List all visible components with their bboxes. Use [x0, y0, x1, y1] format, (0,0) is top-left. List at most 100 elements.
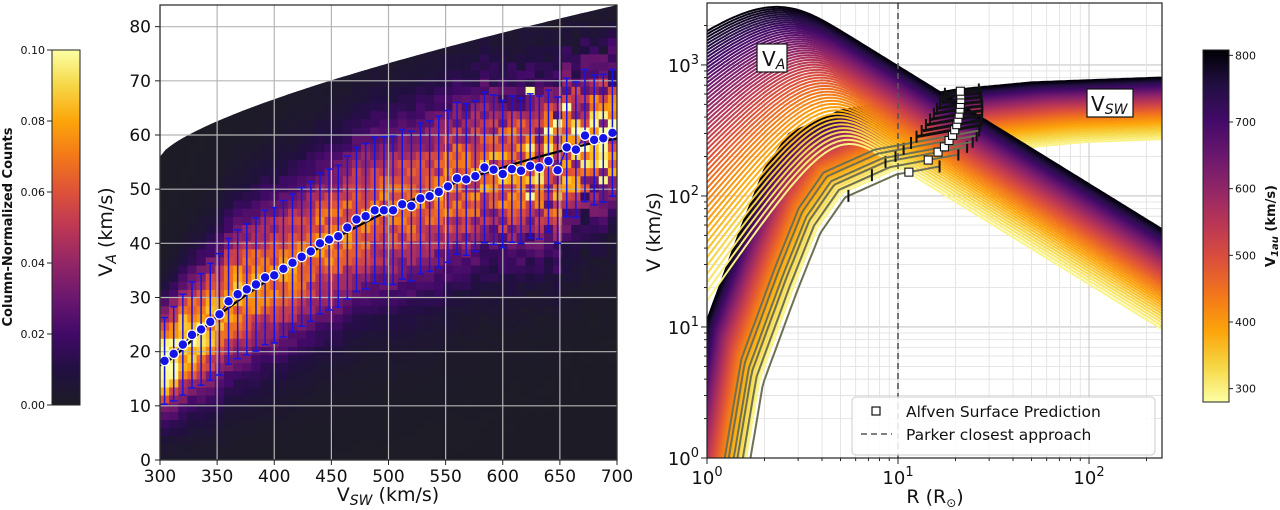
heatmap-cell — [479, 78, 490, 87]
heatmap-cell — [242, 45, 252, 55]
heatmap-cell — [251, 37, 262, 47]
heatmap-cell — [324, 435, 335, 445]
heatmap-cell — [242, 21, 252, 30]
heatmap-cell — [406, 411, 417, 420]
heatmap-cell — [507, 395, 518, 404]
heatmap-cell — [324, 5, 335, 14]
heatmap-cell — [223, 5, 234, 14]
heatmap-cell — [543, 297, 554, 307]
heatmap-cell — [187, 29, 198, 39]
heatmap-cell — [278, 451, 289, 460]
heatmap-cell — [607, 419, 617, 429]
heatmap-cell — [388, 37, 399, 47]
heatmap-cell — [297, 386, 307, 396]
heatmap-cell — [607, 330, 617, 339]
heatmap-cell — [443, 265, 454, 274]
heatmap-cell — [342, 346, 353, 355]
data-point — [570, 144, 582, 156]
heatmap-cell — [242, 191, 252, 201]
heatmap-cell — [370, 5, 380, 14]
heatmap-cell — [489, 29, 499, 39]
heatmap-cell — [278, 37, 289, 47]
heatmap-cell — [178, 216, 189, 225]
heatmap-cell — [443, 419, 454, 429]
heatmap-cell — [543, 378, 554, 388]
heatmap-cell — [260, 61, 271, 71]
heatmap-cell — [534, 354, 545, 364]
heatmap-cell — [287, 435, 298, 445]
heatmap-cell — [169, 78, 179, 87]
heatmap-cell — [205, 151, 216, 160]
heatmap-cell — [315, 419, 326, 429]
heatmap-cell — [425, 419, 435, 429]
heatmap-cell — [370, 419, 380, 429]
heatmap-cell — [333, 70, 344, 79]
heatmap-cell — [242, 78, 252, 87]
heatmap-cell — [397, 346, 408, 355]
heatmap-cell — [525, 378, 536, 388]
heatmap-cell — [187, 435, 198, 445]
va-curve — [707, 5, 1162, 231]
heatmap-cell — [425, 86, 435, 95]
left-y-axis-label: VA (km/s) — [95, 187, 120, 276]
heatmap-cell — [406, 45, 417, 55]
heatmap-cell — [242, 5, 252, 14]
heatmap-cell — [169, 110, 179, 120]
heatmap-cell — [251, 443, 262, 453]
heatmap-cell — [562, 240, 572, 250]
heatmap-cell — [242, 70, 252, 79]
heatmap-cell — [178, 256, 189, 266]
heatmap-cell — [397, 86, 408, 95]
heatmap-cell — [525, 427, 536, 437]
heatmap-cell — [187, 126, 198, 136]
heatmap-cell — [507, 70, 518, 79]
heatmap-cell — [297, 175, 307, 185]
heatmap-cell — [388, 13, 399, 22]
heatmap-cell — [452, 330, 463, 339]
heatmap-cell — [223, 78, 234, 87]
heatmap-cell — [607, 338, 617, 347]
heatmap-cell — [507, 240, 518, 250]
heatmap-cell — [534, 29, 545, 39]
y-tick-label: 30 — [129, 289, 151, 309]
heatmap-cell — [287, 53, 298, 63]
heatmap-cell — [479, 13, 490, 22]
heatmap-cell — [507, 338, 518, 347]
heatmap-cell — [388, 395, 399, 404]
heatmap-cell — [571, 403, 582, 412]
heatmap-cell — [160, 143, 170, 152]
heatmap-cell — [187, 78, 198, 87]
heatmap-cell — [242, 86, 252, 95]
heatmap-cell — [589, 362, 600, 372]
heatmap-cell — [370, 94, 380, 104]
heatmap-cell — [260, 86, 271, 95]
heatmap-cell — [415, 45, 426, 55]
heatmap-cell — [333, 13, 344, 22]
heatmap-cell — [562, 21, 572, 30]
heatmap-cell — [406, 354, 417, 364]
heatmap-cell — [251, 200, 262, 209]
heatmap-cell — [434, 411, 444, 420]
heatmap-cell — [379, 386, 390, 396]
heatmap-cell — [260, 403, 271, 412]
heatmap-cell — [406, 330, 417, 339]
heatmap-cell — [251, 427, 262, 437]
heatmap-cell — [406, 321, 417, 331]
heatmap-cell — [315, 395, 326, 404]
data-point — [415, 192, 426, 204]
heatmap-cell — [370, 354, 380, 364]
heatmap-cell — [553, 61, 563, 71]
heatmap-cell — [397, 102, 408, 112]
heatmap-cell — [571, 330, 582, 339]
heatmap-cell — [589, 419, 600, 429]
heatmap-cell — [553, 70, 563, 79]
heatmap-cell — [516, 386, 527, 396]
heatmap-cell — [388, 362, 399, 372]
heatmap-cell — [297, 126, 307, 136]
heatmap-cell — [598, 256, 609, 266]
heatmap-cell — [452, 13, 463, 22]
heatmap-cell — [205, 70, 216, 79]
colorbar-tick-label: 0.04 — [21, 257, 46, 270]
heatmap-cell — [196, 240, 207, 250]
heatmap-cell — [196, 45, 207, 55]
